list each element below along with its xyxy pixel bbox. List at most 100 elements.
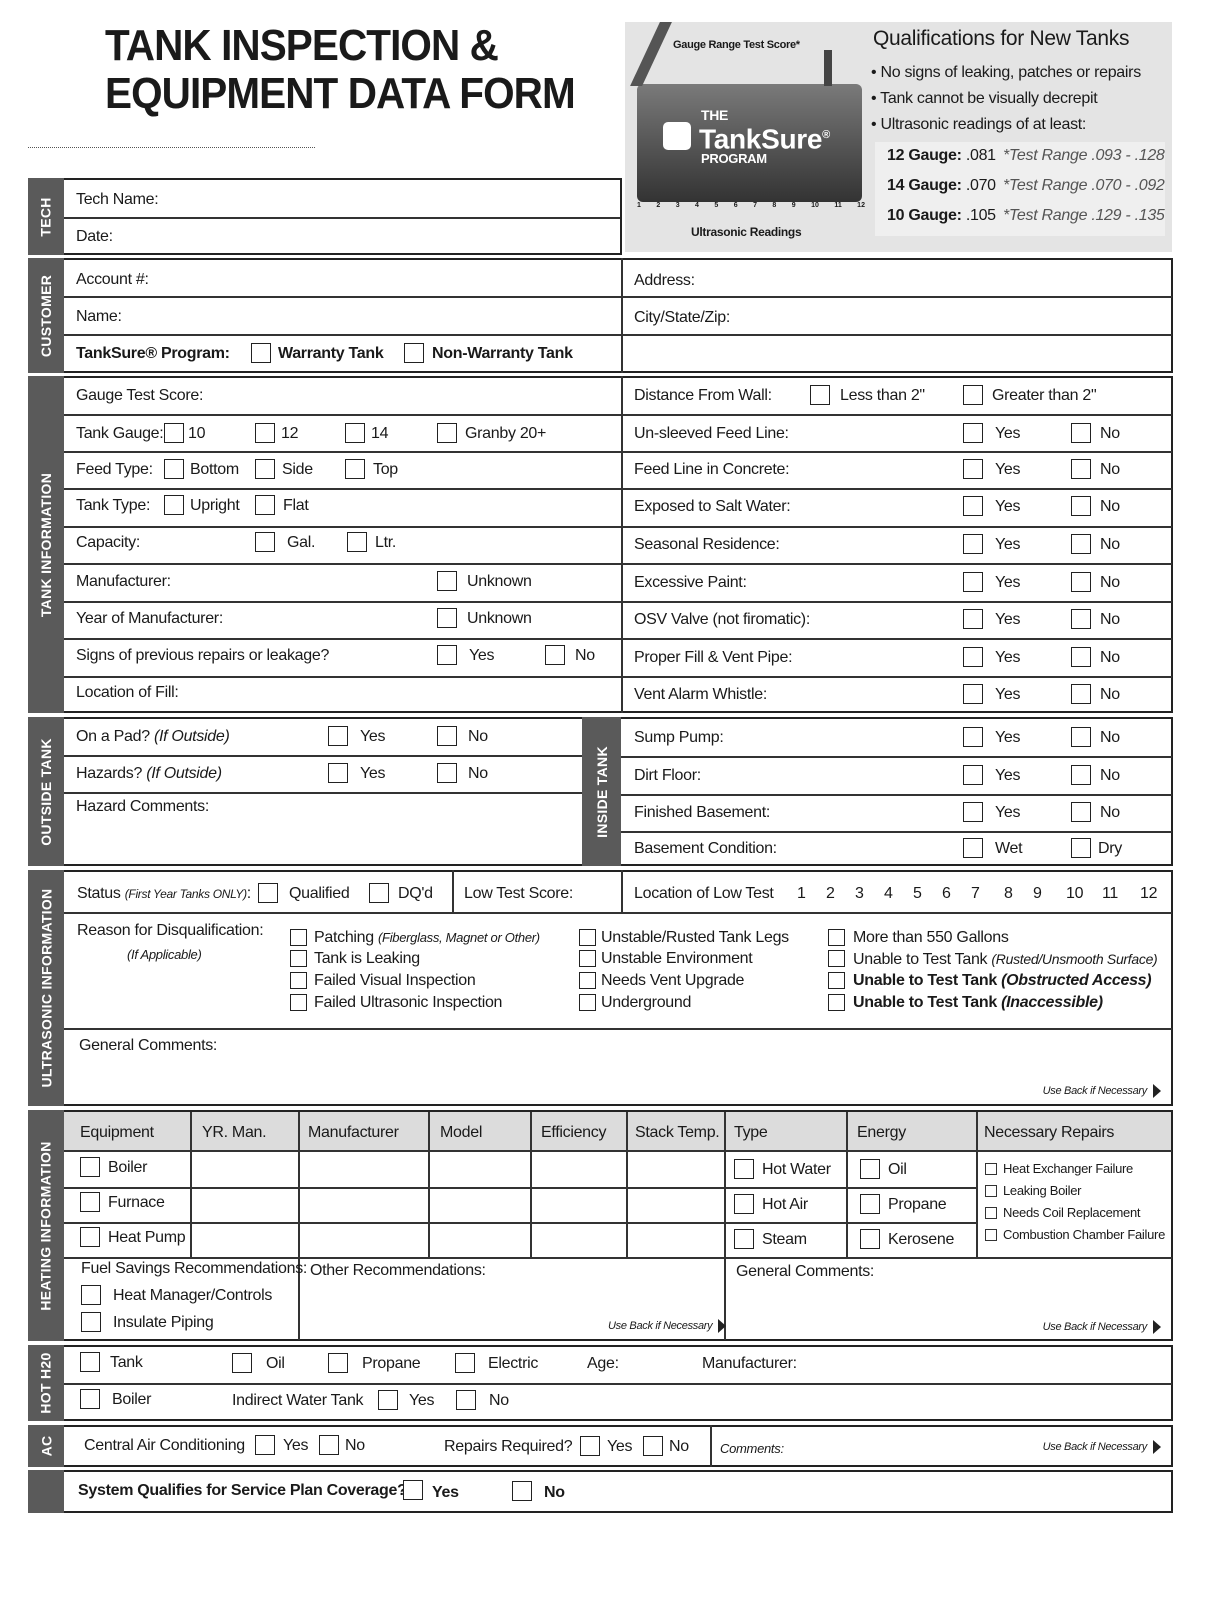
ac-repairs-no-checkbox[interactable]: [643, 1436, 663, 1456]
equipment-checkbox[interactable]: [80, 1227, 100, 1247]
ltr-checkbox[interactable]: [347, 532, 367, 552]
hw-boiler-checkbox[interactable]: [80, 1389, 100, 1409]
city-state-zip-field[interactable]: City/State/Zip:: [634, 309, 730, 326]
energy-checkbox[interactable]: [860, 1229, 880, 1249]
dirt-floor-no-checkbox[interactable]: [1071, 765, 1091, 785]
greater-than-2-checkbox[interactable]: [963, 385, 983, 405]
condition-no-checkbox[interactable]: [1071, 423, 1091, 443]
insulate-piping-checkbox[interactable]: [81, 1312, 101, 1332]
condition-no-checkbox[interactable]: [1071, 684, 1091, 704]
energy-checkbox[interactable]: [860, 1194, 880, 1214]
finished-basement-yes-checkbox[interactable]: [963, 802, 983, 822]
condition-yes-checkbox[interactable]: [963, 496, 983, 516]
repairs-no-checkbox[interactable]: [545, 645, 565, 665]
gauge-10-checkbox[interactable]: [164, 423, 184, 443]
condition-no-checkbox[interactable]: [1071, 459, 1091, 479]
type-checkbox[interactable]: [734, 1229, 754, 1249]
low-test-location-option[interactable]: 10: [1066, 885, 1084, 902]
low-test-location-option[interactable]: 2: [826, 885, 835, 902]
indirect-yes-checkbox[interactable]: [378, 1390, 398, 1410]
dq-reason-checkbox[interactable]: [579, 929, 596, 946]
service-plan-no-checkbox[interactable]: [512, 1481, 532, 1501]
upright-checkbox[interactable]: [164, 495, 184, 515]
repair-checkbox[interactable]: [985, 1229, 997, 1241]
feed-bottom-checkbox[interactable]: [164, 459, 184, 479]
date-field[interactable]: Date:: [76, 228, 113, 245]
dq-reason-checkbox[interactable]: [828, 994, 845, 1011]
dq-reason-checkbox[interactable]: [828, 972, 845, 989]
name-field[interactable]: Name:: [76, 308, 122, 325]
dq-reason-checkbox[interactable]: [290, 929, 307, 946]
dq-reason-checkbox[interactable]: [579, 972, 596, 989]
qualified-checkbox[interactable]: [258, 883, 278, 903]
low-test-location-option[interactable]: 12: [1140, 885, 1158, 902]
dirt-floor-yes-checkbox[interactable]: [963, 765, 983, 785]
low-test-location-option[interactable]: 9: [1033, 885, 1042, 902]
year-unknown-checkbox[interactable]: [437, 608, 457, 628]
capacity-field[interactable]: Capacity:: [76, 534, 140, 551]
ac-comments-field[interactable]: Comments:: [720, 1441, 784, 1456]
manufacturer-field[interactable]: Manufacturer:: [76, 573, 171, 590]
finished-basement-no-checkbox[interactable]: [1071, 802, 1091, 822]
gauge-14-checkbox[interactable]: [345, 423, 365, 443]
condition-yes-checkbox[interactable]: [963, 609, 983, 629]
dq-reason-checkbox[interactable]: [828, 929, 845, 946]
low-test-location-option[interactable]: 7: [971, 885, 980, 902]
ac-yes-checkbox[interactable]: [255, 1435, 275, 1455]
location-of-fill-field[interactable]: Location of Fill:: [76, 684, 179, 701]
indirect-no-checkbox[interactable]: [456, 1390, 476, 1410]
gauge-12-checkbox[interactable]: [255, 423, 275, 443]
pad-yes-checkbox[interactable]: [328, 726, 348, 746]
less-than-2-checkbox[interactable]: [810, 385, 830, 405]
hw-electric-checkbox[interactable]: [455, 1353, 475, 1373]
repairs-yes-checkbox[interactable]: [437, 645, 457, 665]
pad-no-checkbox[interactable]: [437, 726, 457, 746]
hazards-yes-checkbox[interactable]: [328, 763, 348, 783]
low-test-score-field[interactable]: Low Test Score:: [464, 885, 574, 902]
wet-checkbox[interactable]: [963, 838, 983, 858]
granby-checkbox[interactable]: [437, 423, 457, 443]
feed-side-checkbox[interactable]: [255, 459, 275, 479]
low-test-location-option[interactable]: 11: [1102, 885, 1119, 902]
ac-repairs-yes-checkbox[interactable]: [580, 1436, 600, 1456]
gal-checkbox[interactable]: [255, 532, 275, 552]
low-test-location-option[interactable]: 6: [942, 885, 951, 902]
tech-name-field[interactable]: Tech Name:: [76, 191, 159, 208]
manufacturer-unknown-checkbox[interactable]: [437, 571, 457, 591]
dq-reason-checkbox[interactable]: [290, 972, 307, 989]
hw-manufacturer-field[interactable]: Manufacturer:: [702, 1355, 797, 1372]
ac-no-checkbox[interactable]: [319, 1435, 339, 1455]
equipment-checkbox[interactable]: [80, 1192, 100, 1212]
hazard-comments-field[interactable]: Hazard Comments:: [76, 798, 210, 815]
warranty-tank-checkbox[interactable]: [251, 343, 271, 363]
dq-checkbox[interactable]: [369, 883, 389, 903]
hw-oil-checkbox[interactable]: [232, 1353, 252, 1373]
condition-no-checkbox[interactable]: [1071, 534, 1091, 554]
dq-reason-checkbox[interactable]: [828, 950, 845, 967]
sump-yes-checkbox[interactable]: [963, 727, 983, 747]
low-test-location-option[interactable]: 4: [884, 885, 893, 902]
address-field[interactable]: Address:: [634, 272, 695, 289]
sump-no-checkbox[interactable]: [1071, 727, 1091, 747]
low-test-location-option[interactable]: 3: [855, 885, 864, 902]
dq-reason-checkbox[interactable]: [579, 994, 596, 1011]
condition-yes-checkbox[interactable]: [963, 647, 983, 667]
condition-no-checkbox[interactable]: [1071, 609, 1091, 629]
dq-reason-checkbox[interactable]: [579, 950, 596, 967]
condition-yes-checkbox[interactable]: [963, 684, 983, 704]
type-checkbox[interactable]: [734, 1194, 754, 1214]
repair-checkbox[interactable]: [985, 1207, 997, 1219]
condition-yes-checkbox[interactable]: [963, 572, 983, 592]
energy-checkbox[interactable]: [860, 1159, 880, 1179]
feed-top-checkbox[interactable]: [345, 459, 365, 479]
condition-no-checkbox[interactable]: [1071, 647, 1091, 667]
heat-manager-checkbox[interactable]: [81, 1285, 101, 1305]
low-test-location-option[interactable]: 5: [913, 885, 922, 902]
general-comments-field[interactable]: General Comments:: [79, 1037, 218, 1054]
account-field[interactable]: Account #:: [76, 271, 149, 288]
hw-propane-checkbox[interactable]: [328, 1353, 348, 1373]
age-field[interactable]: Age:: [587, 1355, 619, 1372]
repair-checkbox[interactable]: [985, 1163, 997, 1175]
low-test-location-option[interactable]: 1: [797, 885, 806, 902]
gauge-test-score-field[interactable]: Gauge Test Score:: [76, 387, 204, 404]
